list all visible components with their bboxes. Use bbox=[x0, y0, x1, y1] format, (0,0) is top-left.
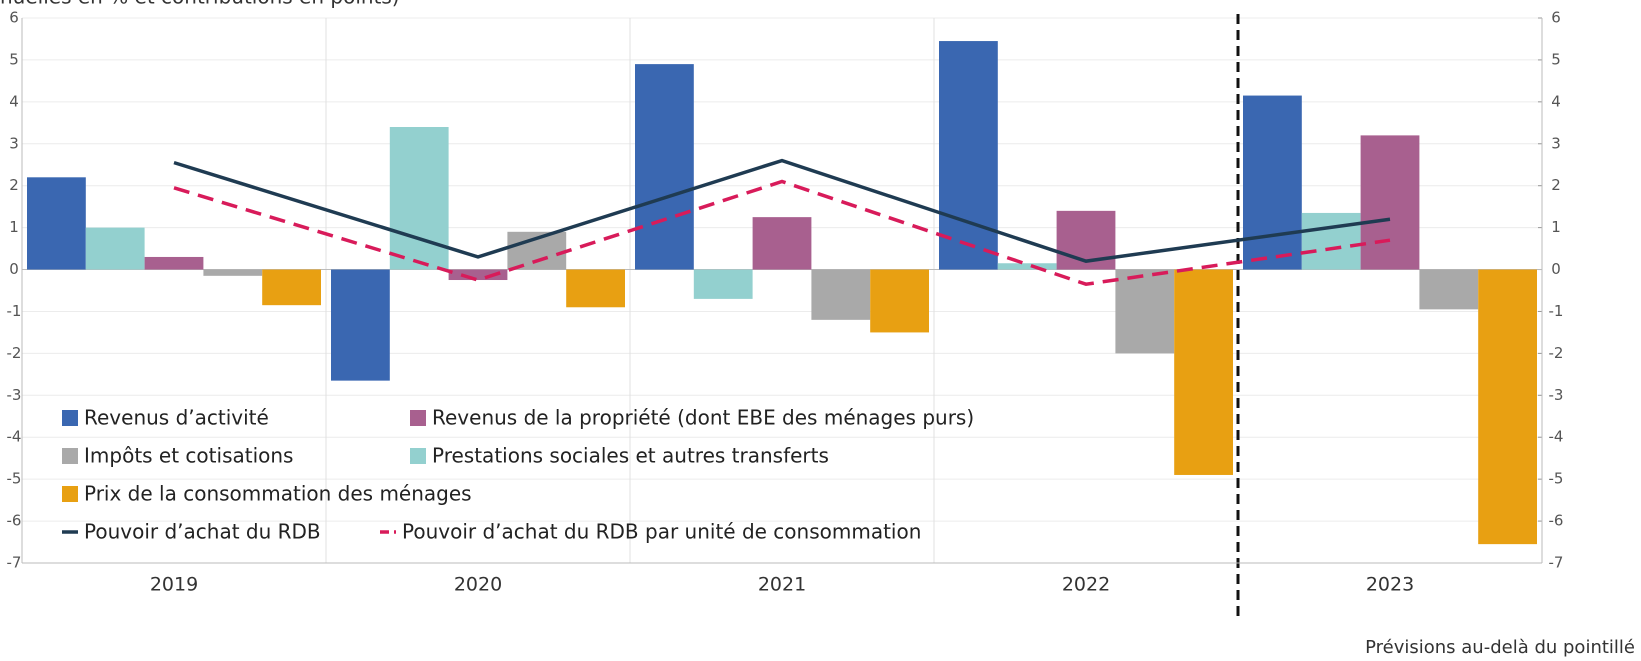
bar bbox=[85, 227, 145, 270]
y2-tick-label: 3 bbox=[1551, 134, 1561, 152]
bar bbox=[566, 269, 625, 308]
legend-label: Prestations sociales et autres transfert… bbox=[432, 444, 829, 468]
bar bbox=[448, 269, 508, 281]
y-tick-label: -4 bbox=[7, 428, 22, 446]
legend-swatch bbox=[410, 448, 426, 464]
y-tick-label: 0 bbox=[9, 260, 19, 278]
x-tick-label: 2022 bbox=[1062, 574, 1110, 596]
line bbox=[173, 158, 1391, 263]
bar bbox=[1360, 135, 1420, 270]
bar bbox=[811, 269, 871, 320]
y2-tick-label: 4 bbox=[1551, 92, 1561, 110]
x-tick-label: 2023 bbox=[1366, 574, 1414, 596]
y-tick-label: -1 bbox=[7, 302, 22, 320]
legend-label: Impôts et cotisations bbox=[84, 444, 293, 468]
legend-label: Pouvoir d’achat du RDB par unité de cons… bbox=[402, 520, 921, 544]
bar bbox=[693, 269, 753, 299]
bar bbox=[997, 263, 1057, 270]
y-tick-label: -7 bbox=[7, 554, 22, 572]
y-tick-label: 4 bbox=[9, 92, 19, 110]
y2-tick-label: -2 bbox=[1549, 344, 1564, 362]
y2-tick-label: -5 bbox=[1549, 470, 1564, 488]
x-tick-label: 2021 bbox=[758, 574, 806, 596]
y2-tick-label: -1 bbox=[1549, 302, 1564, 320]
bar bbox=[203, 269, 263, 276]
y-tick-label: -6 bbox=[7, 512, 22, 530]
y2-tick-label: 1 bbox=[1551, 218, 1561, 236]
x-tick-label: 2020 bbox=[454, 574, 502, 596]
bar bbox=[1478, 269, 1537, 545]
bar bbox=[389, 127, 449, 270]
bar bbox=[144, 256, 204, 270]
bar bbox=[939, 41, 998, 270]
bar bbox=[331, 269, 390, 381]
subtitle: nuelles en % et contributions en points) bbox=[0, 0, 400, 9]
bar bbox=[1115, 269, 1175, 354]
bar bbox=[1419, 269, 1479, 310]
y-tick-label: 5 bbox=[9, 50, 19, 68]
y-tick-label: -2 bbox=[7, 344, 22, 362]
y2-tick-label: -3 bbox=[1549, 386, 1564, 404]
bar bbox=[870, 269, 929, 333]
y2-tick-label: -7 bbox=[1549, 554, 1564, 572]
legend-label: Pouvoir d’achat du RDB bbox=[84, 520, 321, 544]
line bbox=[173, 179, 1391, 287]
legend-swatch bbox=[62, 448, 78, 464]
bar bbox=[1243, 95, 1302, 270]
bar bbox=[262, 269, 321, 306]
legend-label: Prix de la consommation des ménages bbox=[84, 482, 472, 506]
bar bbox=[635, 64, 694, 270]
y-tick-label: 6 bbox=[9, 9, 19, 27]
legend-label: Revenus de la propriété (dont EBE des mé… bbox=[432, 406, 974, 430]
y2-tick-label: 2 bbox=[1551, 176, 1561, 194]
bar bbox=[1174, 269, 1233, 475]
y2-tick-label: 0 bbox=[1551, 260, 1561, 278]
y2-tick-label: 6 bbox=[1551, 9, 1561, 27]
bar bbox=[27, 177, 86, 270]
legend-label: Revenus d’activité bbox=[84, 406, 269, 430]
y-tick-label: 1 bbox=[9, 218, 19, 236]
bar bbox=[752, 217, 812, 270]
y-tick-label: 2 bbox=[9, 176, 19, 194]
legend-swatch bbox=[62, 410, 78, 426]
bar bbox=[1301, 212, 1361, 270]
y2-tick-label: 5 bbox=[1551, 50, 1561, 68]
y-tick-label: -3 bbox=[7, 386, 22, 404]
legend-swatch bbox=[62, 486, 78, 502]
x-tick-label: 2019 bbox=[150, 574, 198, 596]
y2-tick-label: -6 bbox=[1549, 512, 1564, 530]
y-tick-label: 3 bbox=[9, 134, 19, 152]
legend-swatch bbox=[410, 410, 426, 426]
annotation: Prévisions au-delà du pointillé bbox=[1365, 637, 1635, 658]
y2-tick-label: -4 bbox=[1549, 428, 1564, 446]
y-tick-label: -5 bbox=[7, 470, 22, 488]
